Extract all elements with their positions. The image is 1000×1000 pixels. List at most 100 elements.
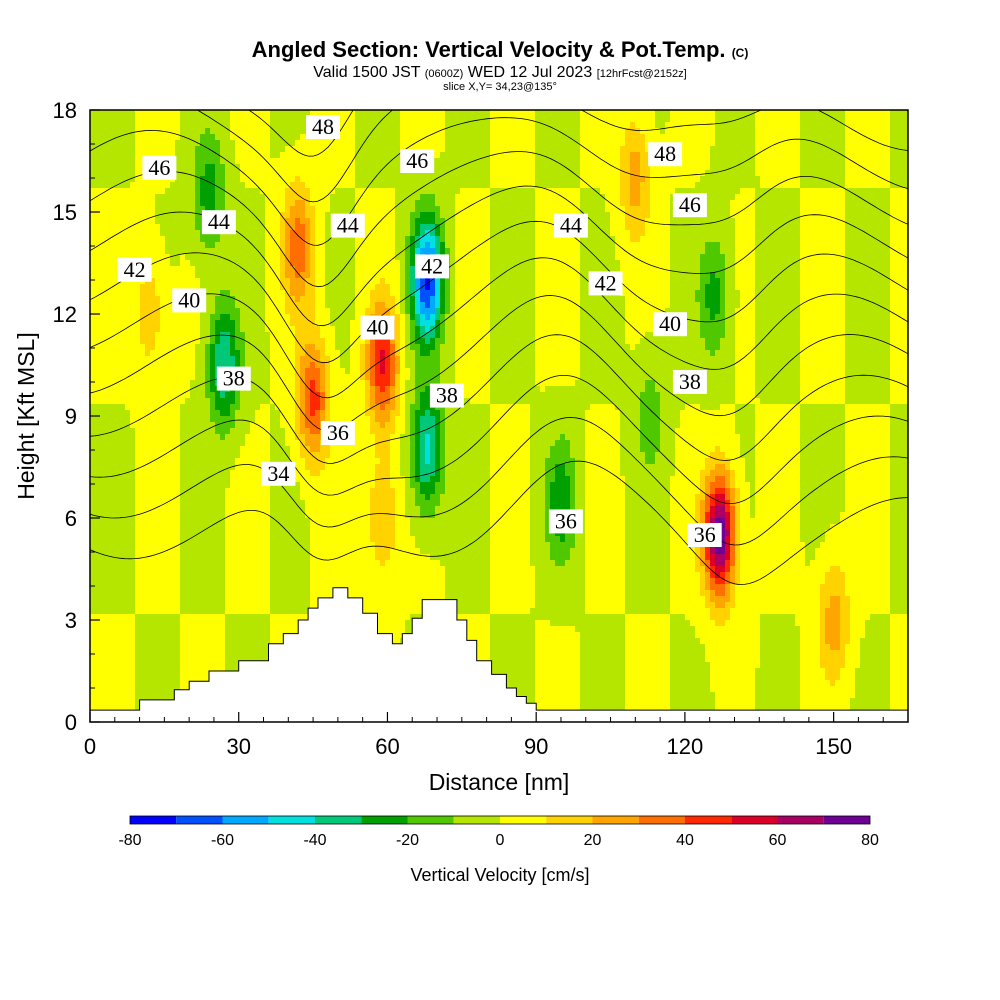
velocity-cell	[460, 248, 466, 255]
velocity-cell	[200, 272, 206, 279]
velocity-cell	[385, 266, 391, 273]
velocity-cell	[755, 188, 761, 195]
velocity-cell	[865, 260, 871, 267]
velocity-cell	[730, 134, 736, 141]
velocity-cell	[865, 152, 871, 159]
velocity-cell	[315, 158, 321, 165]
velocity-cell	[430, 224, 436, 231]
velocity-cell	[295, 188, 301, 195]
velocity-cell	[220, 200, 226, 207]
velocity-cell	[115, 164, 121, 171]
velocity-cell	[245, 212, 251, 219]
velocity-cell	[705, 266, 711, 273]
velocity-cell	[670, 134, 676, 141]
velocity-cell	[330, 110, 336, 117]
velocity-cell	[620, 122, 626, 129]
velocity-cell	[220, 122, 226, 129]
velocity-cell	[760, 182, 766, 189]
velocity-cell	[535, 194, 541, 201]
velocity-cell	[490, 188, 496, 195]
velocity-cell	[690, 224, 696, 231]
velocity-cell	[635, 224, 641, 231]
velocity-cell	[390, 248, 396, 255]
velocity-cell	[375, 170, 381, 177]
velocity-cell	[535, 152, 541, 159]
velocity-cell	[105, 164, 111, 171]
velocity-cell	[440, 224, 446, 231]
velocity-cell	[395, 272, 401, 279]
velocity-cell	[140, 290, 146, 297]
velocity-cell	[585, 128, 591, 135]
velocity-cell	[875, 140, 881, 147]
velocity-cell	[805, 254, 811, 261]
velocity-cell	[235, 236, 241, 243]
velocity-cell	[660, 134, 666, 141]
velocity-cell	[355, 182, 361, 189]
velocity-cell	[710, 152, 716, 159]
velocity-cell	[575, 122, 581, 129]
velocity-cell	[380, 278, 386, 285]
velocity-cell	[450, 158, 456, 165]
velocity-cell	[445, 242, 451, 249]
velocity-cell	[100, 278, 106, 285]
velocity-cell	[270, 134, 276, 141]
velocity-cell	[350, 188, 356, 195]
velocity-cell	[870, 200, 876, 207]
velocity-cell	[90, 260, 96, 267]
velocity-cell	[535, 146, 541, 153]
velocity-cell	[590, 170, 596, 177]
velocity-cell	[555, 176, 561, 183]
velocity-cell	[535, 266, 541, 273]
velocity-cell	[235, 188, 241, 195]
velocity-cell	[560, 152, 566, 159]
velocity-cell	[765, 254, 771, 261]
velocity-cell	[185, 170, 191, 177]
velocity-cell	[350, 134, 356, 141]
velocity-cell	[135, 290, 141, 297]
velocity-cell	[885, 194, 891, 201]
velocity-cell	[215, 272, 221, 279]
velocity-cell	[405, 110, 411, 117]
velocity-cell	[595, 224, 601, 231]
velocity-cell	[235, 134, 241, 141]
velocity-cell	[720, 248, 726, 255]
velocity-cell	[715, 116, 721, 123]
velocity-cell	[800, 182, 806, 189]
velocity-cell	[360, 176, 366, 183]
velocity-cell	[300, 158, 306, 165]
velocity-cell	[580, 116, 586, 123]
velocity-cell	[405, 170, 411, 177]
velocity-cell	[455, 230, 461, 237]
velocity-cell	[865, 254, 871, 261]
velocity-cell	[785, 278, 791, 285]
velocity-cell	[250, 260, 256, 267]
velocity-cell	[580, 206, 586, 213]
velocity-cell	[555, 188, 561, 195]
velocity-cell	[470, 248, 476, 255]
velocity-cell	[185, 128, 191, 135]
velocity-cell	[880, 284, 886, 291]
velocity-cell	[895, 158, 901, 165]
velocity-cell	[630, 284, 636, 291]
velocity-cell	[420, 206, 426, 213]
velocity-cell	[90, 230, 96, 237]
velocity-cell	[745, 206, 751, 213]
velocity-cell	[420, 248, 426, 255]
velocity-cell	[765, 224, 771, 231]
velocity-cell	[840, 254, 846, 261]
velocity-cell	[360, 128, 366, 135]
velocity-cell	[260, 170, 266, 177]
velocity-cell	[365, 290, 371, 297]
velocity-cell	[890, 158, 896, 165]
velocity-cell	[135, 200, 141, 207]
velocity-cell	[790, 122, 796, 129]
velocity-cell	[450, 140, 456, 147]
velocity-cell	[735, 260, 741, 267]
velocity-cell	[455, 272, 461, 279]
velocity-cell	[120, 218, 126, 225]
velocity-cell	[395, 188, 401, 195]
velocity-cell	[890, 122, 896, 129]
velocity-cell	[225, 176, 231, 183]
velocity-cell	[855, 224, 861, 231]
velocity-cell	[885, 134, 891, 141]
